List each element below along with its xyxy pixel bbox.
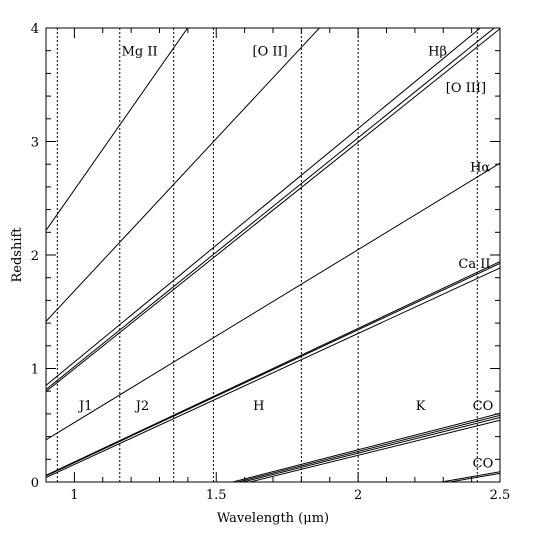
line-label: CO — [473, 399, 494, 414]
x-tick-label: 1 — [70, 488, 78, 503]
y-tick-label: 2 — [31, 249, 39, 264]
band-label: J2 — [134, 399, 149, 414]
line-label: Ca II — [458, 257, 490, 272]
x-tick-label: 2.5 — [490, 488, 511, 503]
series-line-o2 — [46, 28, 321, 322]
line-label: Mg II — [122, 45, 158, 60]
line-label: Hα — [470, 160, 490, 175]
x-axis-label: Wavelength (μm) — [217, 511, 329, 526]
series-line-ca2 — [46, 261, 500, 476]
y-tick-label: 1 — [31, 363, 39, 378]
band-label: K — [416, 399, 426, 414]
series-line-ca2 — [46, 262, 500, 477]
plot-frame — [45, 27, 501, 483]
y-tick-label: 4 — [31, 22, 39, 37]
x-tick-label: 1.5 — [206, 488, 227, 503]
band-label: H — [253, 399, 264, 414]
series-line-mg2 — [46, 28, 189, 231]
series-line-hbeta_o3 — [46, 28, 482, 386]
line-label: Hβ — [428, 45, 447, 60]
line-label: CO — [473, 457, 494, 472]
x-tick-label: 2 — [354, 488, 362, 503]
y-axis-label: Redshift — [10, 227, 25, 283]
line-label: [O III] — [446, 81, 486, 96]
series-line-co_1 — [230, 412, 500, 482]
series-line-co_1 — [247, 419, 500, 482]
y-tick-label: 0 — [31, 476, 39, 491]
series-line-ca2 — [46, 267, 500, 479]
series-line-co_1 — [240, 417, 500, 482]
y-tick-label: 3 — [31, 136, 39, 151]
series-line-hbeta_o3 — [46, 28, 495, 390]
series-line-hbeta_o3 — [46, 28, 500, 392]
series-line-co_1 — [235, 414, 500, 482]
line-label: [O II] — [253, 45, 288, 60]
band-label: J1 — [77, 399, 92, 414]
series-line-halpha — [46, 162, 500, 441]
